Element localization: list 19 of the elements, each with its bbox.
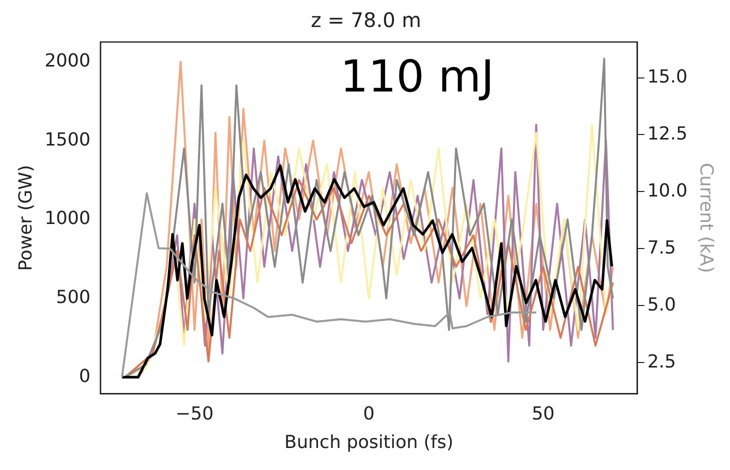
y2-tick-label: 12.5 [647, 123, 688, 144]
y2-tick-label: 2.5 [647, 351, 676, 372]
x-tick-label: 0 [363, 403, 375, 424]
x-tick-label: −50 [176, 403, 214, 424]
y2-tick-label: 7.5 [647, 237, 676, 258]
y-tick-label: 2000 [44, 50, 90, 72]
y-tick-label: 500 [56, 287, 90, 308]
y-tick-label: 0 [78, 366, 90, 387]
y-tick-label: 1500 [44, 129, 90, 150]
y2-axis-title: Current (kA) [696, 162, 717, 273]
x-axis-title: Bunch position (fs) [284, 432, 454, 453]
annotation: 110 mJ [340, 51, 494, 102]
y2-tick-label: 5.0 [647, 294, 676, 316]
y2-tick-label: 15.0 [647, 66, 688, 88]
chart-title: z = 78.0 m [310, 8, 422, 32]
y2-tick-label: 10.0 [647, 180, 688, 202]
x-tick-label: 50 [532, 403, 555, 424]
y-axis-title: Power (GW) [15, 164, 36, 271]
y-tick-label: 1000 [44, 208, 90, 230]
